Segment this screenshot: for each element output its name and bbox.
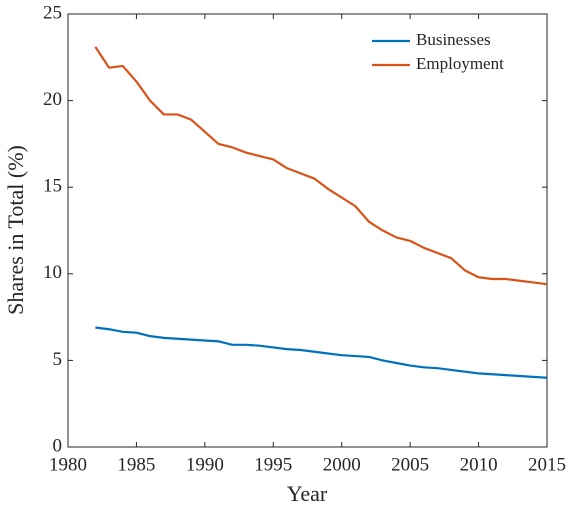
y-tick-label: 15 [43, 176, 62, 197]
series-line [95, 326, 548, 379]
y-tick-label: 0 [53, 435, 63, 456]
legend-label: Employment [416, 54, 504, 73]
axes-box [67, 13, 548, 448]
y-tick-label: 25 [43, 2, 62, 23]
x-tick-label: 1980 [49, 454, 87, 475]
series-line [94, 46, 548, 286]
y-tick-label: 5 [53, 349, 63, 370]
x-tick-label: 2005 [391, 454, 429, 475]
legend-label: Businesses [416, 30, 491, 49]
x-tick-label: 1990 [186, 454, 224, 475]
x-tick-label: 2000 [323, 454, 361, 475]
x-tick-label: 2015 [528, 454, 566, 475]
y-tick-label: 20 [43, 89, 62, 110]
y-tick-label: 10 [43, 262, 62, 283]
x-tick-label: 1985 [117, 454, 155, 475]
x-tick-label: 1995 [254, 454, 292, 475]
x-axis-label: Year [287, 481, 328, 506]
y-axis-label: Shares in Total (%) [3, 145, 28, 315]
x-tick-label: 2010 [460, 454, 498, 475]
